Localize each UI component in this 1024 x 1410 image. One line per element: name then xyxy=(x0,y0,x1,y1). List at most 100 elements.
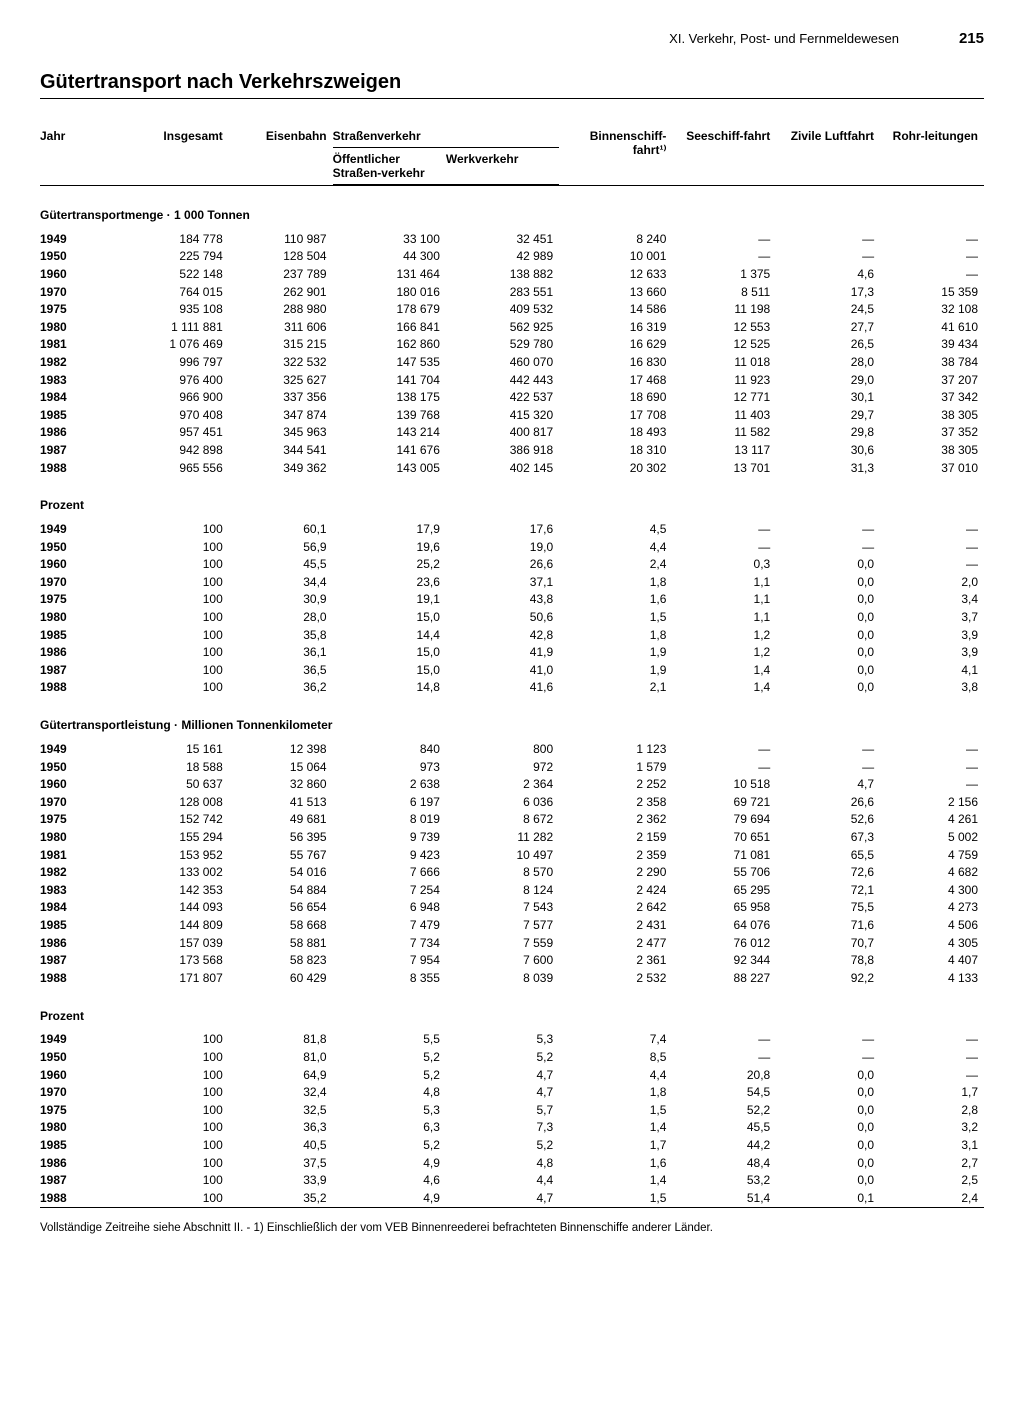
cell-value: 15 064 xyxy=(229,758,333,776)
table-row: 194915 16112 3988408001 123——— xyxy=(40,740,984,758)
cell-value: 20 302 xyxy=(559,459,672,477)
cell-value: 14,4 xyxy=(333,626,446,644)
cell-value: 166 841 xyxy=(333,318,446,336)
cell-value: 4 133 xyxy=(880,969,984,987)
table-row: 1983142 35354 8847 2548 1242 42465 29572… xyxy=(40,881,984,899)
cell-value: 10 518 xyxy=(672,775,776,793)
cell-value: 345 963 xyxy=(229,424,333,442)
cell-year: 1984 xyxy=(40,388,116,406)
cell-value: 14,8 xyxy=(333,679,446,697)
cell-value: 8 355 xyxy=(333,969,446,987)
cell-value: 64 076 xyxy=(672,916,776,934)
cell-year: 1987 xyxy=(40,951,116,969)
cell-value: 157 039 xyxy=(116,934,229,952)
cell-value: 2,1 xyxy=(559,679,672,697)
cell-value: 184 778 xyxy=(116,230,229,248)
cell-value: 460 070 xyxy=(446,353,559,371)
cell-value: — xyxy=(672,248,776,266)
cell-value: 141 704 xyxy=(333,371,446,389)
cell-value: 76 012 xyxy=(672,934,776,952)
cell-value: 38 305 xyxy=(880,406,984,424)
cell-value: 23,6 xyxy=(333,573,446,591)
table-row: 198810036,214,841,62,11,40,03,8 xyxy=(40,679,984,697)
cell-value: 81,8 xyxy=(229,1031,333,1049)
cell-year: 1988 xyxy=(40,679,116,697)
cell-value: 8 240 xyxy=(559,230,672,248)
cell-value: 2 638 xyxy=(333,775,446,793)
table-row: 196010064,95,24,74,420,80,0— xyxy=(40,1066,984,1084)
cell-value: 4,9 xyxy=(333,1189,446,1207)
cell-value: — xyxy=(880,758,984,776)
cell-value: 840 xyxy=(333,740,446,758)
cell-value: 4,9 xyxy=(333,1154,446,1172)
cell-value: — xyxy=(880,265,984,283)
cell-value: 1,5 xyxy=(559,1101,672,1119)
cell-value: 100 xyxy=(116,608,229,626)
cell-value: — xyxy=(880,740,984,758)
cell-value: 1,9 xyxy=(559,661,672,679)
table-row: 1980155 29456 3959 73911 2822 15970 6516… xyxy=(40,828,984,846)
cell-value: 15 359 xyxy=(880,283,984,301)
cell-value: 4,7 xyxy=(446,1189,559,1207)
cell-value: 45,5 xyxy=(229,556,333,574)
cell-value: 100 xyxy=(116,1119,229,1137)
cell-value: 4,1 xyxy=(880,661,984,679)
cell-value: 7,3 xyxy=(446,1119,559,1137)
table-row: 198710033,94,64,41,453,20,02,5 xyxy=(40,1171,984,1189)
cell-value: 1,4 xyxy=(559,1171,672,1189)
cell-value: 14 586 xyxy=(559,300,672,318)
cell-year: 1984 xyxy=(40,899,116,917)
cell-year: 1986 xyxy=(40,424,116,442)
cell-year: 1985 xyxy=(40,916,116,934)
table-row: 1949184 778110 98733 10032 4518 240——— xyxy=(40,230,984,248)
cell-value: 42 989 xyxy=(446,248,559,266)
cell-value: 529 780 xyxy=(446,336,559,354)
cell-value: 65 958 xyxy=(672,899,776,917)
cell-year: 1985 xyxy=(40,626,116,644)
cell-value: 18 588 xyxy=(116,758,229,776)
col-binnen: Binnenschiff-fahrt¹⁾ xyxy=(559,125,672,185)
section-title: Gütertransportmenge · 1 000 Tonnen xyxy=(40,185,984,230)
cell-value: 9 423 xyxy=(333,846,446,864)
table-row: 198010028,015,050,61,51,10,03,7 xyxy=(40,608,984,626)
cell-value: 4,4 xyxy=(559,538,672,556)
cell-value: 4,7 xyxy=(446,1066,559,1084)
cell-value: 1,8 xyxy=(559,573,672,591)
cell-value: — xyxy=(776,248,880,266)
cell-value: 65,5 xyxy=(776,846,880,864)
cell-value: 54,5 xyxy=(672,1083,776,1101)
table-row: 1987942 898344 541141 676386 91818 31013… xyxy=(40,441,984,459)
cell-value: 1,4 xyxy=(672,679,776,697)
cell-value: 10 001 xyxy=(559,248,672,266)
cell-value: 1,5 xyxy=(559,608,672,626)
cell-value: 37 010 xyxy=(880,459,984,477)
cell-value: 4,6 xyxy=(333,1171,446,1189)
cell-value: 1 111 881 xyxy=(116,318,229,336)
cell-value: 100 xyxy=(116,1101,229,1119)
cell-value: — xyxy=(776,538,880,556)
cell-value: 18 493 xyxy=(559,424,672,442)
cell-value: 69 721 xyxy=(672,793,776,811)
cell-value: 2 361 xyxy=(559,951,672,969)
cell-value: 764 015 xyxy=(116,283,229,301)
table-row: 1986957 451345 963143 214400 81718 49311… xyxy=(40,424,984,442)
cell-value: 7 559 xyxy=(446,934,559,952)
cell-year: 1983 xyxy=(40,371,116,389)
cell-value: 29,0 xyxy=(776,371,880,389)
cell-value: 100 xyxy=(116,1154,229,1172)
cell-value: 0,0 xyxy=(776,679,880,697)
cell-value: 522 148 xyxy=(116,265,229,283)
cell-year: 1949 xyxy=(40,520,116,538)
cell-value: 800 xyxy=(446,740,559,758)
cell-value: 17,3 xyxy=(776,283,880,301)
cell-value: 58 668 xyxy=(229,916,333,934)
cell-value: 32,4 xyxy=(229,1083,333,1101)
cell-year: 1949 xyxy=(40,740,116,758)
table-row: 198510040,55,25,21,744,20,03,1 xyxy=(40,1136,984,1154)
cell-value: 37 342 xyxy=(880,388,984,406)
cell-value: 5,3 xyxy=(333,1101,446,1119)
cell-value: 237 789 xyxy=(229,265,333,283)
cell-value: 11 923 xyxy=(672,371,776,389)
cell-value: 400 817 xyxy=(446,424,559,442)
cell-value: 7 543 xyxy=(446,899,559,917)
